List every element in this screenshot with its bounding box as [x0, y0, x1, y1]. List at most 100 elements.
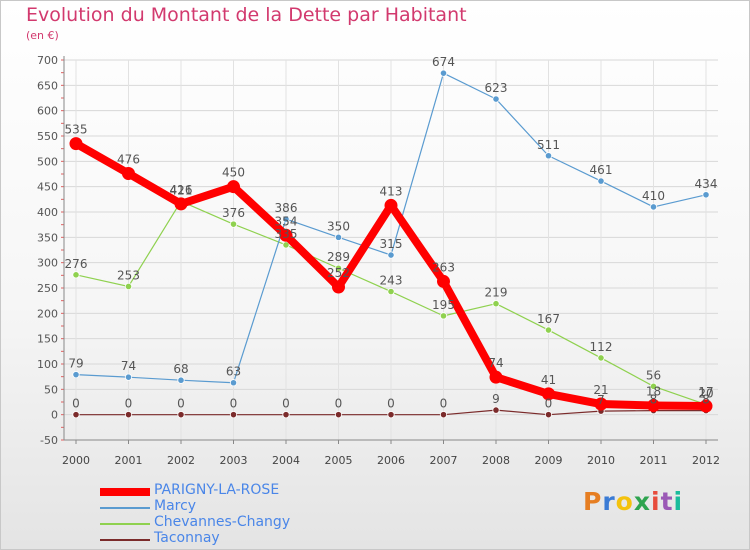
logo-letter: x — [633, 487, 651, 516]
y-tick-label: 350 — [37, 231, 58, 244]
data-label-taconnay: 0 — [440, 397, 448, 411]
data-label-marcy: 79 — [68, 357, 83, 371]
data-label-parigny-la-rose: 450 — [222, 166, 245, 180]
y-tick-label: 700 — [37, 54, 58, 67]
legend-label: Chevannes-Changy — [154, 514, 291, 530]
data-label-taconnay: 0 — [387, 397, 395, 411]
data-label-parigny-la-rose: 18 — [646, 385, 661, 399]
y-tick-label: 150 — [37, 333, 58, 346]
x-tick-label: 2003 — [220, 454, 248, 467]
data-point-taconnay — [282, 411, 290, 419]
y-tick-label: 650 — [37, 79, 58, 92]
legend-swatch — [100, 488, 150, 496]
legend-label: Marcy — [154, 498, 197, 514]
proxiti-logo: Proxiti — [583, 487, 683, 516]
data-point-marcy — [229, 379, 238, 387]
x-tick-label: 2010 — [587, 454, 615, 467]
data-label-taconnay: 0 — [545, 397, 553, 411]
y-tick-label: 400 — [37, 206, 58, 219]
data-label-parigny-la-rose: 263 — [432, 260, 455, 274]
legend-swatch — [100, 523, 150, 525]
data-label-parigny-la-rose: 535 — [65, 123, 88, 137]
y-tick-label: 200 — [37, 307, 58, 320]
data-label-marcy: 674 — [432, 55, 455, 69]
data-label-marcy: 350 — [327, 219, 350, 233]
data-label-taconnay: 7 — [597, 393, 605, 407]
logo-letter: r — [602, 487, 616, 516]
data-label-chevannes-changy: 376 — [222, 206, 245, 220]
data-label-taconnay: 0 — [177, 397, 185, 411]
data-point-chevannes-changy — [544, 326, 553, 334]
data-label-parigny-la-rose: 252 — [327, 266, 350, 280]
data-point-chevannes-changy — [492, 300, 500, 308]
data-label-taconnay: 0 — [72, 397, 80, 411]
data-label-parigny-la-rose: 476 — [117, 152, 140, 166]
data-point-marcy — [72, 371, 80, 379]
data-point-marcy — [282, 215, 290, 223]
data-point-marcy — [492, 95, 500, 103]
data-label-chevannes-changy: 289 — [327, 250, 350, 264]
data-point-parigny-la-rose — [699, 399, 713, 413]
logo-letter: P — [583, 487, 603, 516]
data-label-chevannes-changy: 243 — [380, 274, 403, 288]
data-label-parigny-la-rose: 416 — [170, 183, 193, 197]
logo-letter: o — [615, 487, 634, 516]
legend-item: Marcy — [100, 498, 400, 516]
x-tick-label: 2009 — [535, 454, 563, 467]
y-tick-label: 0 — [51, 409, 58, 422]
logo-letter: t — [660, 487, 674, 516]
data-label-parigny-la-rose: 17 — [698, 385, 713, 399]
data-label-parigny-la-rose: 354 — [275, 214, 298, 228]
y-tick-label: 550 — [37, 130, 58, 143]
data-point-chevannes-changy — [124, 282, 133, 291]
y-tick-label: 600 — [37, 105, 58, 118]
data-point-taconnay — [229, 411, 238, 419]
data-label-taconnay: 9 — [492, 392, 500, 406]
data-label-taconnay: 0 — [230, 397, 238, 411]
data-point-marcy — [334, 233, 343, 241]
y-tick-label: -50 — [40, 434, 58, 447]
data-label-marcy: 68 — [173, 362, 188, 376]
data-label-marcy: 623 — [485, 81, 508, 95]
data-point-marcy — [544, 152, 553, 160]
data-label-marcy: 434 — [695, 177, 718, 191]
data-label-chevannes-changy: 112 — [590, 340, 613, 354]
data-label-chevannes-changy: 56 — [646, 368, 661, 382]
data-label-marcy: 63 — [226, 365, 241, 379]
x-tick-label: 2012 — [692, 454, 720, 467]
legend: PARIGNY-LA-ROSE Marcy Chevannes-Changy Taco… — [100, 482, 400, 548]
data-label-marcy: 410 — [642, 189, 665, 203]
logo-letter: i — [673, 487, 684, 516]
data-point-parigny-la-rose — [122, 166, 135, 180]
data-point-marcy — [177, 376, 185, 384]
data-label-parigny-la-rose: 21 — [593, 383, 608, 397]
data-label-marcy: 386 — [275, 201, 298, 215]
data-point-taconnay — [387, 411, 395, 419]
data-point-parigny-la-rose — [542, 387, 555, 401]
data-point-marcy — [597, 177, 605, 185]
data-label-parigny-la-rose: 41 — [541, 373, 556, 387]
data-label-chevannes-changy: 219 — [485, 286, 508, 300]
data-label-chevannes-changy: 253 — [117, 268, 140, 282]
data-point-taconnay — [492, 406, 500, 414]
x-tick-label: 2007 — [430, 454, 458, 467]
data-point-parigny-la-rose — [69, 137, 83, 151]
data-point-chevannes-changy — [72, 271, 80, 279]
data-point-chevannes-changy — [229, 220, 238, 228]
data-point-parigny-la-rose — [647, 399, 660, 413]
legend-label: PARIGNY-LA-ROSE — [154, 482, 280, 498]
data-label-marcy: 461 — [590, 163, 613, 177]
data-point-taconnay — [439, 411, 448, 419]
data-point-taconnay — [72, 411, 80, 419]
data-point-chevannes-changy — [334, 264, 343, 272]
legend-label: Taconnay — [154, 530, 220, 546]
data-point-chevannes-changy — [597, 354, 605, 362]
data-point-taconnay — [334, 411, 343, 419]
data-label-taconnay: 0 — [282, 397, 290, 411]
data-point-taconnay — [177, 411, 185, 419]
data-label-marcy: 315 — [380, 237, 403, 251]
data-point-parigny-la-rose — [174, 197, 188, 211]
x-tick-label: 2005 — [325, 454, 353, 467]
data-point-parigny-la-rose — [384, 198, 398, 212]
